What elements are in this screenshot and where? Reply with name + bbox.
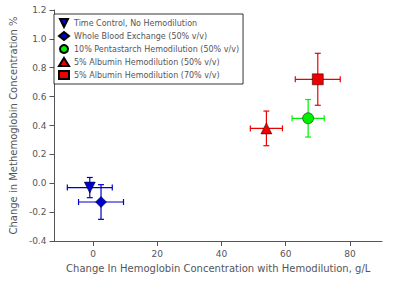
svg-text:Change In Hemoglobin Concentra: Change In Hemoglobin Concentration with … xyxy=(66,263,371,274)
svg-text:Time Control, No Hemodilution: Time Control, No Hemodilution xyxy=(73,19,197,28)
svg-text:5% Albumin Hemodilution (50% v: 5% Albumin Hemodilution (50% v/v) xyxy=(74,58,220,67)
svg-text:20: 20 xyxy=(151,249,163,259)
svg-text:5% Albumin Hemodilution (70% v: 5% Albumin Hemodilution (70% v/v) xyxy=(74,71,220,80)
svg-text:60: 60 xyxy=(280,249,292,259)
svg-text:0: 0 xyxy=(90,249,96,259)
svg-text:0.2: 0.2 xyxy=(32,149,46,159)
svg-text:0.6: 0.6 xyxy=(32,92,47,102)
svg-text:10% Pentastarch Hemodilution (: 10% Pentastarch Hemodilution (50% v/v) xyxy=(74,45,239,54)
svg-text:-0.4: -0.4 xyxy=(29,236,47,246)
svg-text:1.2: 1.2 xyxy=(32,5,46,15)
svg-text:1.0: 1.0 xyxy=(32,34,47,44)
svg-text:80: 80 xyxy=(344,249,356,259)
svg-text:Change in Methemoglobin Concen: Change in Methemoglobin Concentration % xyxy=(8,16,19,234)
svg-text:Whole Blood Exchange (50% v/v): Whole Blood Exchange (50% v/v) xyxy=(74,32,207,41)
svg-text:-0.2: -0.2 xyxy=(29,207,47,217)
svg-text:0.0: 0.0 xyxy=(32,178,47,188)
svg-text:0.4: 0.4 xyxy=(32,121,47,131)
svg-text:40: 40 xyxy=(216,249,228,259)
svg-text:0.8: 0.8 xyxy=(32,63,47,73)
